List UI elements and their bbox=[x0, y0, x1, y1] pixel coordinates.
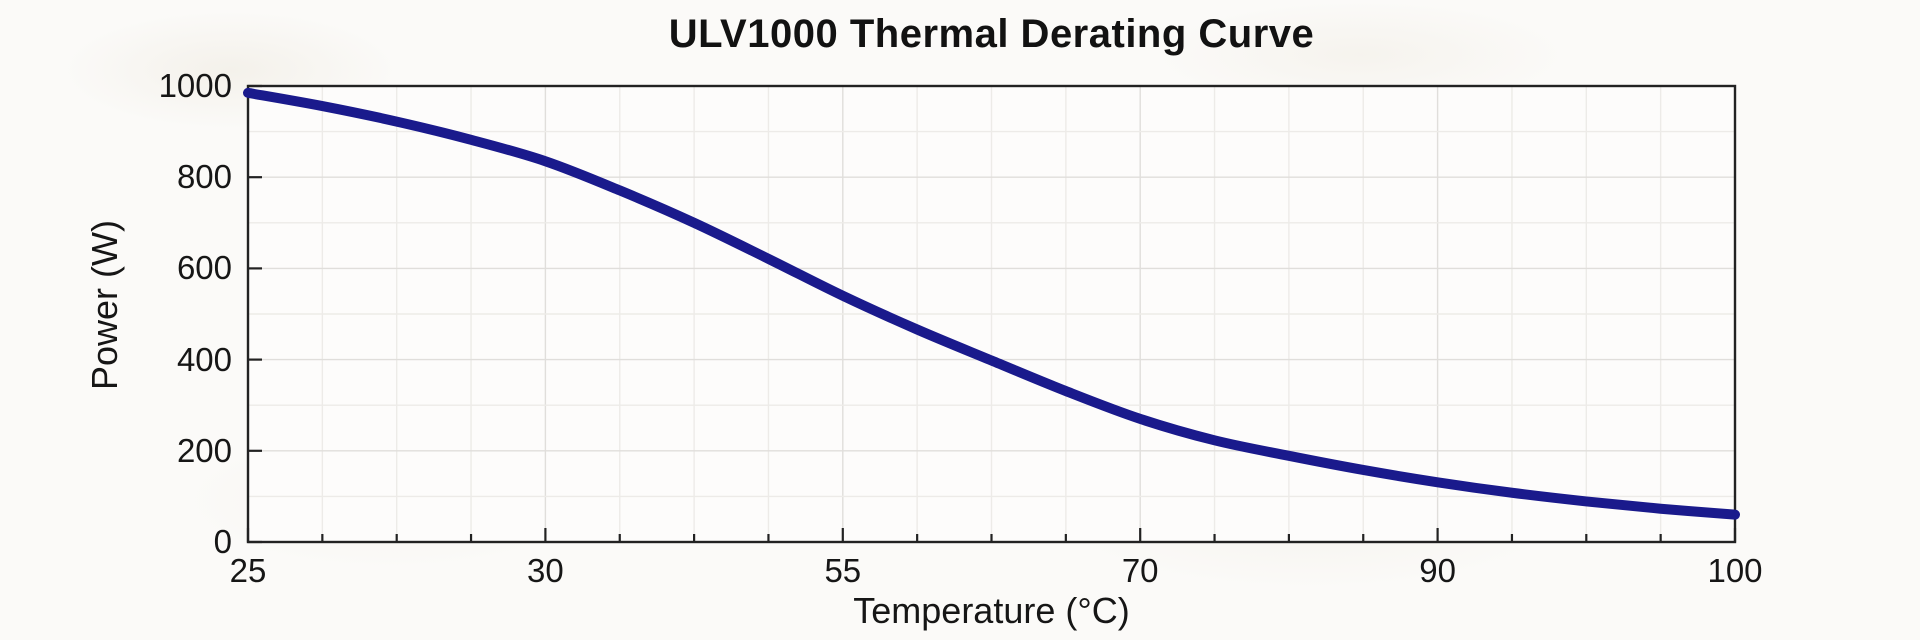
y-tick-label: 200 bbox=[176, 431, 232, 469]
y-tick-label: 800 bbox=[176, 158, 232, 196]
y-axis-label: Power (W) bbox=[84, 220, 125, 390]
y-tick-label: 1000 bbox=[158, 67, 232, 104]
x-tick-label: 30 bbox=[527, 552, 564, 589]
x-axis-label: Temperature (°C) bbox=[853, 590, 1130, 631]
y-tick-label: 400 bbox=[176, 340, 232, 378]
x-tick-label: 55 bbox=[824, 552, 862, 589]
y-tick-label: 600 bbox=[176, 249, 232, 287]
x-tick-label: 90 bbox=[1419, 552, 1456, 589]
x-tick-label: 70 bbox=[1121, 552, 1159, 589]
y-tick-label: 0 bbox=[213, 523, 232, 560]
x-tick-label: 25 bbox=[229, 552, 267, 589]
x-tick-label: 100 bbox=[1707, 552, 1763, 589]
chart-title: ULV1000 Thermal Derating Curve bbox=[668, 12, 1315, 56]
derating-curve-line bbox=[243, 87, 1740, 520]
